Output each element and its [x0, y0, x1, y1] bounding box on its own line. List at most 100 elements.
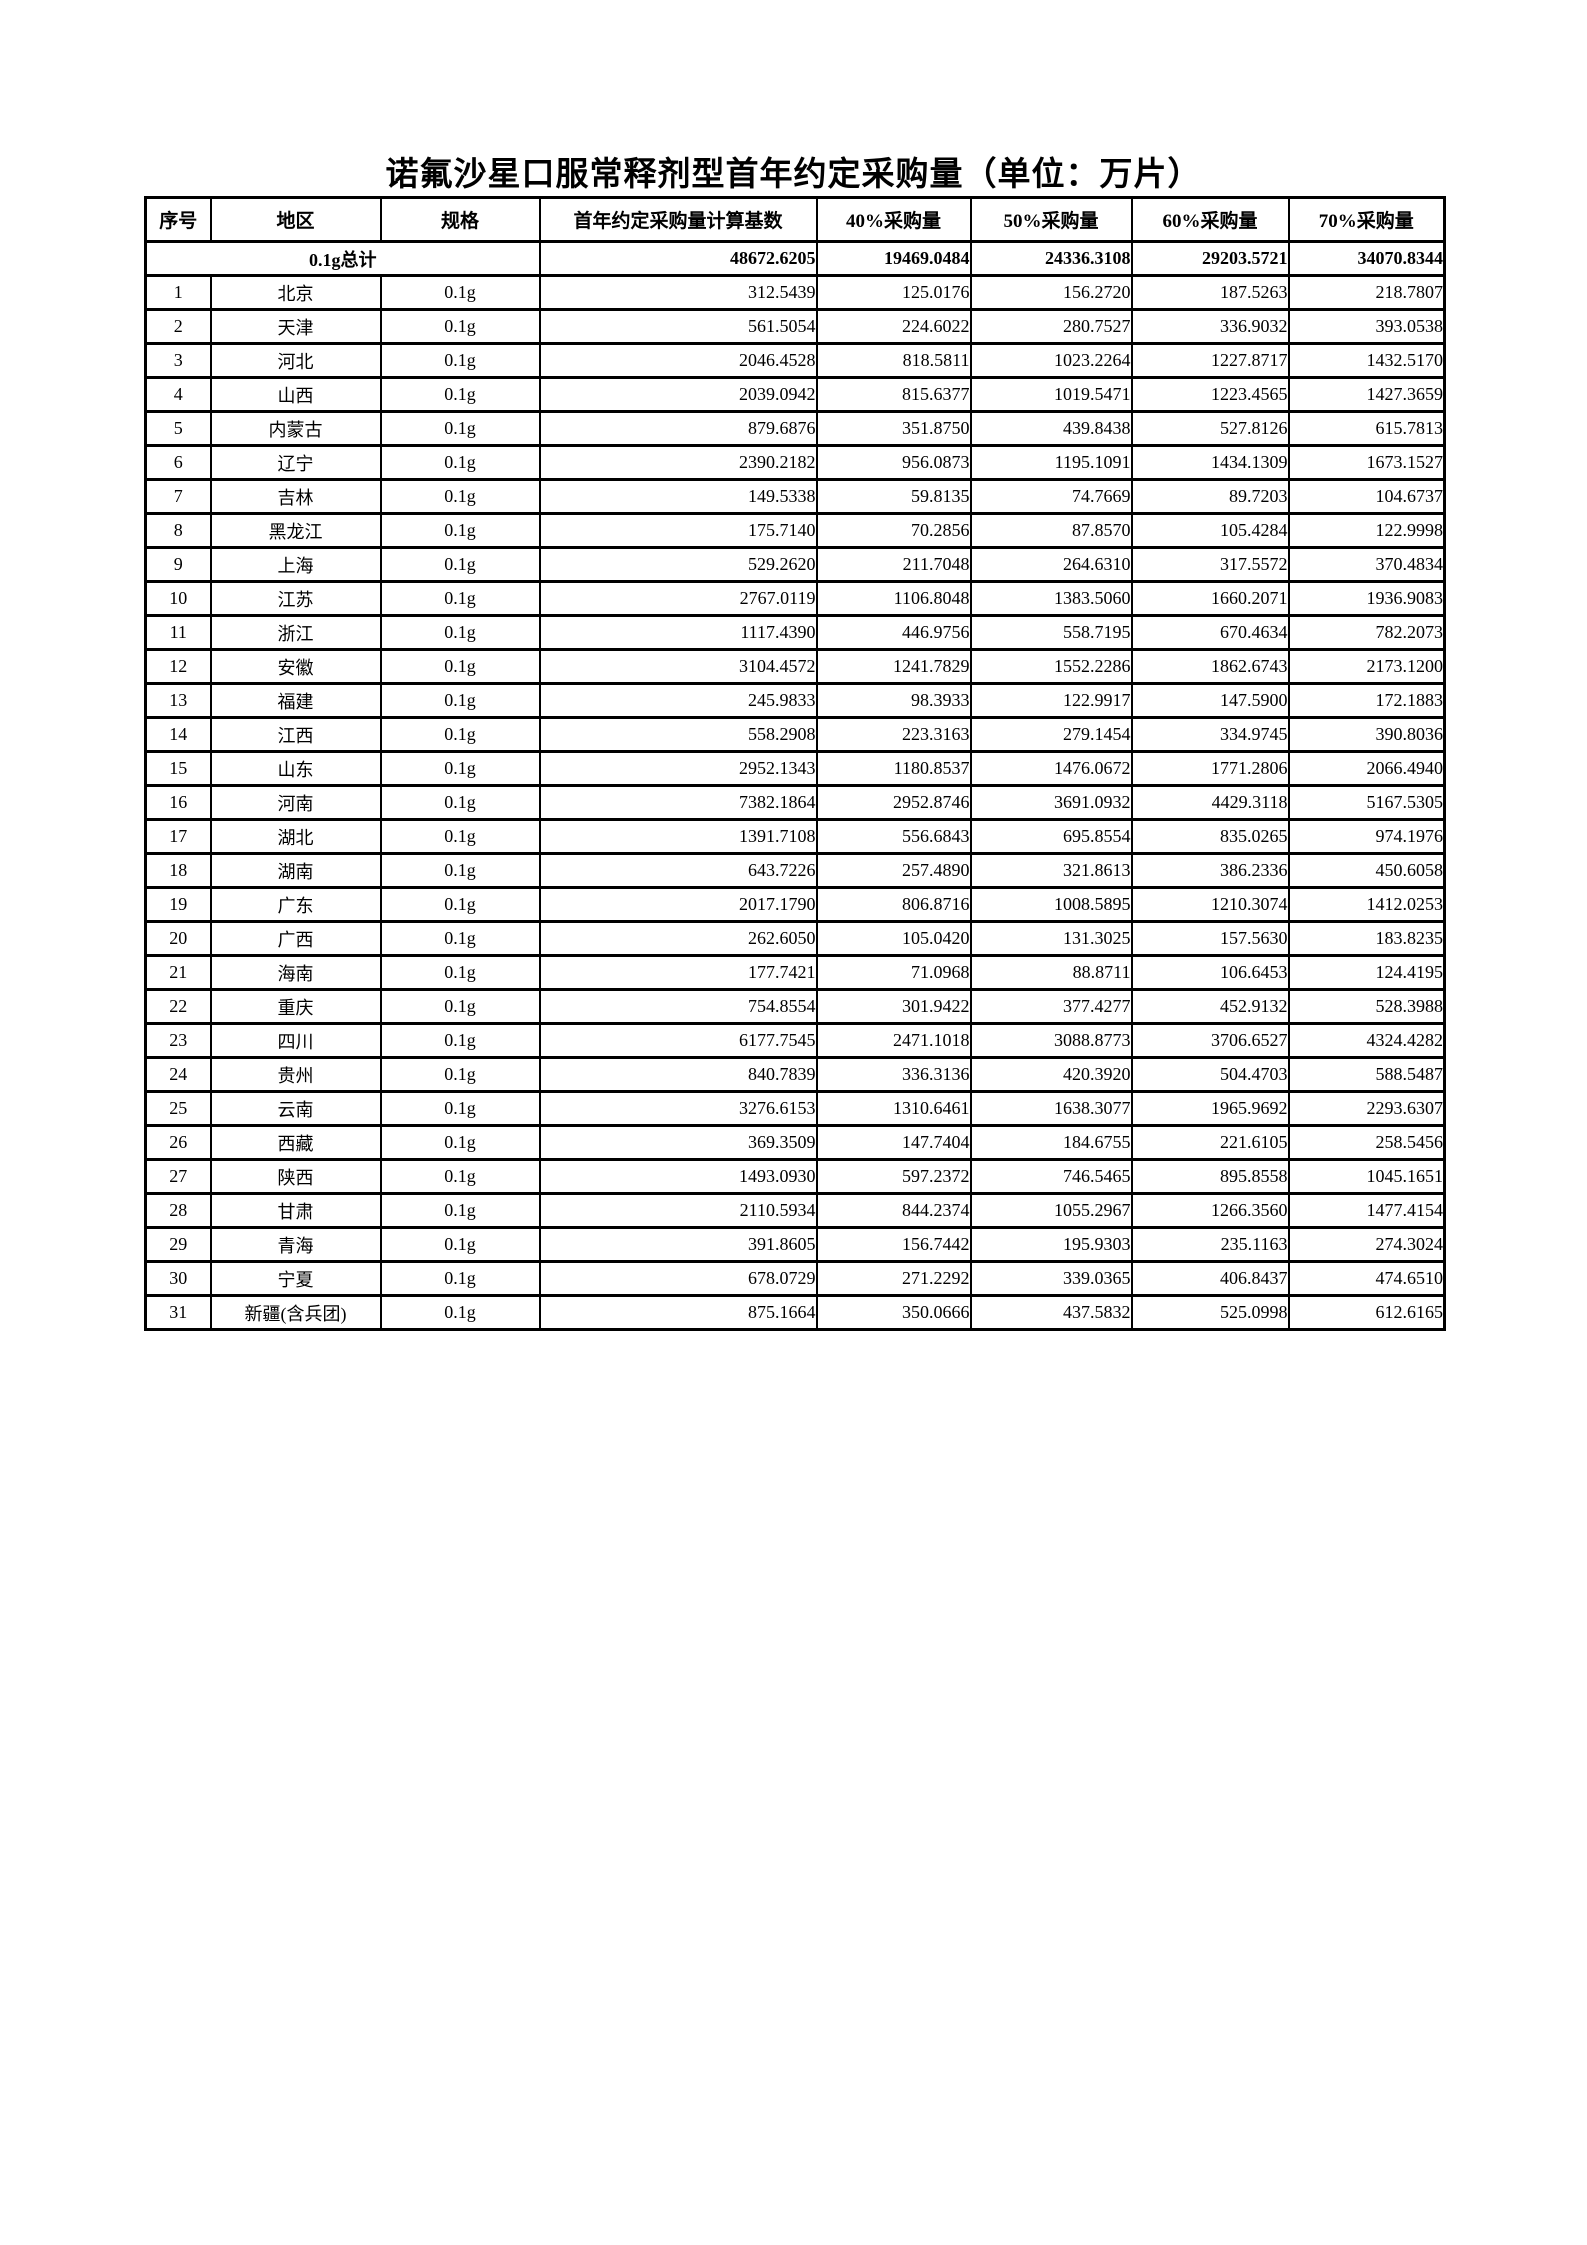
row-number-cell: 21	[144, 954, 212, 991]
pct40-quantity-cell: 105.0420	[815, 920, 972, 957]
table-row: 16 河南 0.1g 7382.1864 2952.8746 3691.0932…	[144, 784, 1446, 821]
pct40-quantity-cell: 301.9422	[815, 988, 972, 1025]
pct40-quantity-cell: 1106.8048	[815, 580, 972, 617]
row-number-cell: 27	[144, 1158, 212, 1195]
spec-cell: 0.1g	[379, 546, 541, 583]
pct40-quantity-cell: 1241.7829	[815, 648, 972, 685]
region-cell: 青海	[209, 1226, 382, 1263]
spec-cell: 0.1g	[379, 512, 541, 549]
pct50-quantity-cell: 339.0365	[969, 1260, 1133, 1297]
spec-cell: 0.1g	[379, 342, 541, 379]
pct60-quantity-cell: 1771.2806	[1130, 750, 1290, 787]
region-cell: 吉林	[209, 478, 382, 515]
region-cell: 重庆	[209, 988, 382, 1025]
pct60-quantity-cell: 89.7203	[1130, 478, 1290, 515]
pct60-quantity-cell: 670.4634	[1130, 614, 1290, 651]
row-number-cell: 14	[144, 716, 212, 753]
procurement-table: 序号 地区 规格 首年约定采购量计算基数 40%采购量 50%采购量 60%采购…	[144, 196, 1446, 1331]
region-cell: 河北	[209, 342, 382, 379]
row-number-cell: 24	[144, 1056, 212, 1093]
pct50-quantity-cell: 74.7669	[969, 478, 1133, 515]
row-number-cell: 25	[144, 1090, 212, 1127]
spec-cell: 0.1g	[379, 682, 541, 719]
base-quantity-cell: 149.5338	[538, 478, 818, 515]
table-row: 29 青海 0.1g 391.8605 156.7442 195.9303 23…	[144, 1226, 1446, 1263]
spec-cell: 0.1g	[379, 1124, 541, 1161]
region-cell: 西藏	[209, 1124, 382, 1161]
pct50-quantity-cell: 558.7195	[969, 614, 1133, 651]
pct70-quantity-cell: 1045.1651	[1287, 1158, 1446, 1195]
pct70-quantity-cell: 274.3024	[1287, 1226, 1446, 1263]
spec-cell: 0.1g	[379, 784, 541, 821]
pct50-quantity-cell: 3088.8773	[969, 1022, 1133, 1059]
spec-cell: 0.1g	[379, 410, 541, 447]
pct50-quantity-cell: 1008.5895	[969, 886, 1133, 923]
base-quantity-cell: 175.7140	[538, 512, 818, 549]
pct50-quantity-cell: 1055.2967	[969, 1192, 1133, 1229]
pct70-quantity-cell: 183.8235	[1287, 920, 1446, 957]
row-number-cell: 17	[144, 818, 212, 855]
pct60-quantity-cell: 157.5630	[1130, 920, 1290, 957]
pct40-quantity-cell: 446.9756	[815, 614, 972, 651]
pct40-quantity-cell: 2471.1018	[815, 1022, 972, 1059]
pct60-quantity-cell: 835.0265	[1130, 818, 1290, 855]
pct70-quantity-cell: 218.7807	[1287, 274, 1446, 311]
pct70-quantity-cell: 588.5487	[1287, 1056, 1446, 1093]
pct40-quantity-cell: 818.5811	[815, 342, 972, 379]
base-quantity-cell: 369.3509	[538, 1124, 818, 1161]
pct40-quantity-cell: 815.6377	[815, 376, 972, 413]
pct50-quantity-cell: 746.5465	[969, 1158, 1133, 1195]
region-cell: 天津	[209, 308, 382, 345]
region-cell: 贵州	[209, 1056, 382, 1093]
table-row: 31 新疆(含兵团) 0.1g 875.1664 350.0666 437.58…	[144, 1294, 1446, 1331]
base-quantity-cell: 1117.4390	[538, 614, 818, 651]
region-cell: 内蒙古	[209, 410, 382, 447]
total-pct60-value: 29203.5721	[1130, 240, 1290, 277]
pct70-quantity-cell: 172.1883	[1287, 682, 1446, 719]
region-cell: 上海	[209, 546, 382, 583]
total-pct50-value: 24336.3108	[969, 240, 1133, 277]
base-quantity-cell: 245.9833	[538, 682, 818, 719]
base-quantity-cell: 558.2908	[538, 716, 818, 753]
pct60-quantity-cell: 336.9032	[1130, 308, 1290, 345]
region-cell: 云南	[209, 1090, 382, 1127]
base-quantity-cell: 177.7421	[538, 954, 818, 991]
region-cell: 福建	[209, 682, 382, 719]
table-row: 28 甘肃 0.1g 2110.5934 844.2374 1055.2967 …	[144, 1192, 1446, 1229]
region-cell: 安徽	[209, 648, 382, 685]
table-row: 25 云南 0.1g 3276.6153 1310.6461 1638.3077…	[144, 1090, 1446, 1127]
pct50-quantity-cell: 1476.0672	[969, 750, 1133, 787]
pct60-quantity-cell: 1210.3074	[1130, 886, 1290, 923]
row-number-cell: 5	[144, 410, 212, 447]
spec-cell: 0.1g	[379, 1056, 541, 1093]
region-cell: 湖南	[209, 852, 382, 889]
pct50-quantity-cell: 1023.2264	[969, 342, 1133, 379]
pct40-quantity-cell: 844.2374	[815, 1192, 972, 1229]
region-cell: 甘肃	[209, 1192, 382, 1229]
region-cell: 山东	[209, 750, 382, 787]
table-row: 1 北京 0.1g 312.5439 125.0176 156.2720 187…	[144, 274, 1446, 311]
pct70-quantity-cell: 615.7813	[1287, 410, 1446, 447]
table-row: 17 湖北 0.1g 1391.7108 556.6843 695.8554 8…	[144, 818, 1446, 855]
row-number-cell: 15	[144, 750, 212, 787]
row-number-cell: 29	[144, 1226, 212, 1263]
row-number-cell: 6	[144, 444, 212, 481]
pct60-quantity-cell: 527.8126	[1130, 410, 1290, 447]
total-pct40-value: 19469.0484	[815, 240, 972, 277]
region-cell: 广东	[209, 886, 382, 923]
pct60-quantity-cell: 334.9745	[1130, 716, 1290, 753]
pct70-quantity-cell: 528.3988	[1287, 988, 1446, 1025]
base-quantity-cell: 2767.0119	[538, 580, 818, 617]
row-number-cell: 22	[144, 988, 212, 1025]
base-quantity-cell: 2039.0942	[538, 376, 818, 413]
pct70-quantity-cell: 782.2073	[1287, 614, 1446, 651]
row-number-cell: 20	[144, 920, 212, 957]
table-row: 4 山西 0.1g 2039.0942 815.6377 1019.5471 1…	[144, 376, 1446, 413]
pct60-quantity-cell: 1862.6743	[1130, 648, 1290, 685]
pct70-quantity-cell: 122.9998	[1287, 512, 1446, 549]
pct70-quantity-cell: 390.8036	[1287, 716, 1446, 753]
table-row: 6 辽宁 0.1g 2390.2182 956.0873 1195.1091 1…	[144, 444, 1446, 481]
pct70-quantity-cell: 1432.5170	[1287, 342, 1446, 379]
base-quantity-cell: 2046.4528	[538, 342, 818, 379]
pct60-quantity-cell: 504.4703	[1130, 1056, 1290, 1093]
